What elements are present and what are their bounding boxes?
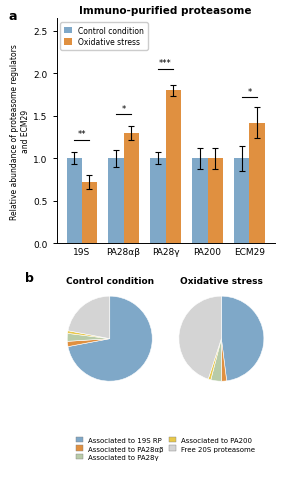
Wedge shape <box>68 297 152 382</box>
Bar <box>82 183 97 244</box>
Title: Immuno-purified proteasome: Immuno-purified proteasome <box>79 6 252 16</box>
Wedge shape <box>67 334 110 342</box>
Wedge shape <box>211 339 221 382</box>
Wedge shape <box>208 339 221 380</box>
Wedge shape <box>179 297 221 379</box>
Title: Oxidative stress: Oxidative stress <box>180 276 263 285</box>
Legend: Associated to 19S RP, Associated to PA28αβ, Associated to PA28γ, Associated to P: Associated to 19S RP, Associated to PA28… <box>74 435 257 462</box>
Bar <box>166 91 181 244</box>
Wedge shape <box>68 331 110 339</box>
Bar <box>192 159 207 244</box>
Text: **: ** <box>77 130 86 139</box>
Bar <box>207 159 223 244</box>
Bar <box>234 159 250 244</box>
Text: *: * <box>121 104 126 113</box>
Bar <box>124 133 139 244</box>
Text: a: a <box>9 10 17 23</box>
Title: Control condition: Control condition <box>66 276 154 285</box>
Bar <box>250 123 265 244</box>
Text: ***: *** <box>159 60 172 68</box>
Wedge shape <box>68 297 110 339</box>
Text: *: * <box>247 87 252 96</box>
Wedge shape <box>67 339 110 347</box>
Y-axis label: Relative abundance of proteasome regulators
and ECM29: Relative abundance of proteasome regulat… <box>10 44 30 219</box>
Legend: Control condition, Oxidative stress: Control condition, Oxidative stress <box>60 23 148 51</box>
Bar <box>67 159 82 244</box>
Text: b: b <box>25 271 34 284</box>
Wedge shape <box>221 339 227 382</box>
Wedge shape <box>221 297 264 381</box>
Bar <box>151 159 166 244</box>
Bar <box>108 159 124 244</box>
